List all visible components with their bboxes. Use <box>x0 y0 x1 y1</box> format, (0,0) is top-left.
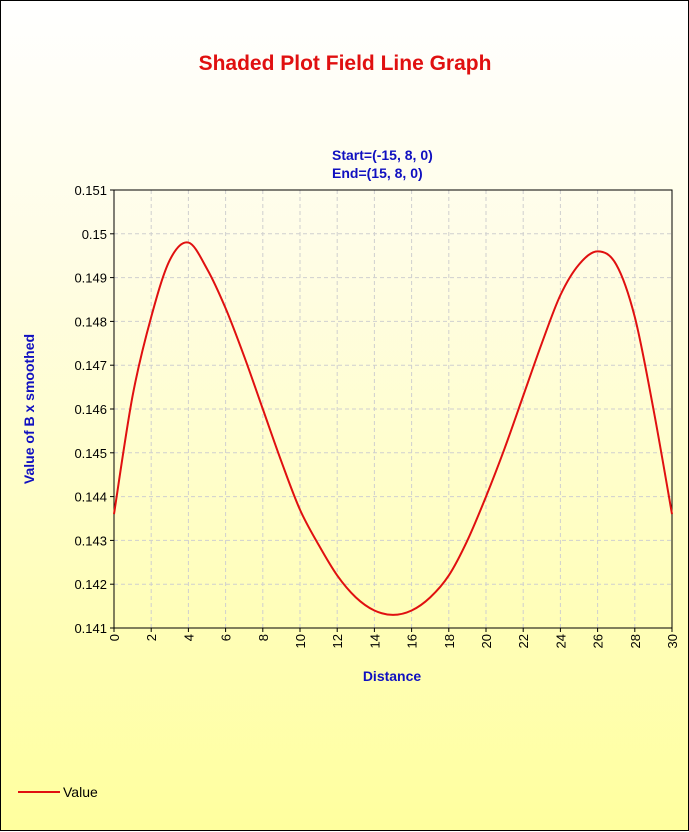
y-axis-label: Value of B x smoothed <box>21 334 37 484</box>
y-tick-label: 0.142 <box>74 577 107 592</box>
y-tick-label: 0.143 <box>74 533 107 548</box>
x-tick-label: 30 <box>665 634 680 648</box>
y-tick-label: 0.141 <box>74 621 107 636</box>
chart-subtitle-end: End=(15, 8, 0) <box>332 165 423 181</box>
x-tick-label: 16 <box>405 634 420 648</box>
y-axis-ticks: 0.141 0.142 0.143 0.144 0.145 0.146 0.147 0.148… <box>74 183 114 636</box>
x-tick-label: 28 <box>628 634 643 648</box>
x-tick-label: 22 <box>516 634 531 648</box>
x-tick-label: 20 <box>479 634 494 648</box>
x-tick-label: 2 <box>144 634 159 641</box>
y-tick-label: 0.148 <box>74 314 107 329</box>
y-tick-label: 0.149 <box>74 271 107 286</box>
x-tick-label: 18 <box>442 634 457 648</box>
y-tick-label: 0.146 <box>74 402 107 417</box>
series-group <box>114 242 672 615</box>
x-tick-label: 6 <box>219 634 234 641</box>
x-axis-label: Distance <box>363 668 422 684</box>
x-tick-label: 0 <box>107 634 122 641</box>
x-tick-label: 10 <box>293 634 308 648</box>
x-tick-label: 12 <box>330 634 345 648</box>
x-tick-label: 8 <box>256 634 271 641</box>
legend: Value <box>18 784 98 800</box>
x-tick-label: 26 <box>591 634 606 648</box>
chart-title: Shaded Plot Field Line Graph <box>199 52 492 75</box>
y-tick-label: 0.151 <box>74 183 107 198</box>
chart-subtitle-start: Start=(-15, 8, 0) <box>332 147 433 163</box>
x-tick-label: 24 <box>553 634 568 648</box>
legend-label: Value <box>63 784 98 800</box>
x-tick-label: 14 <box>367 634 382 648</box>
y-tick-label: 0.144 <box>74 490 107 505</box>
y-tick-label: 0.15 <box>82 227 107 242</box>
x-tick-label: 4 <box>181 634 196 641</box>
y-tick-label: 0.145 <box>74 446 107 461</box>
series-line-value <box>114 242 672 615</box>
y-tick-label: 0.147 <box>74 358 107 373</box>
